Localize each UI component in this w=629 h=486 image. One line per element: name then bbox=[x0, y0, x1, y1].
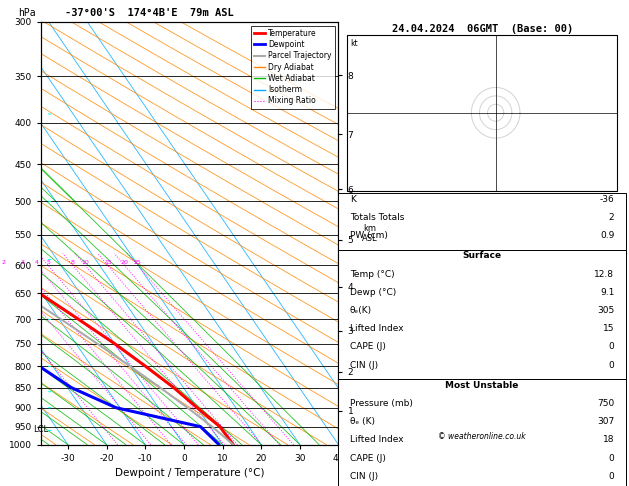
X-axis label: Dewpoint / Temperature (°C): Dewpoint / Temperature (°C) bbox=[115, 469, 264, 478]
Text: 0: 0 bbox=[609, 472, 615, 481]
Text: 750: 750 bbox=[597, 399, 615, 408]
Text: Lifted Index: Lifted Index bbox=[350, 324, 404, 333]
Text: © weatheronline.co.uk: © weatheronline.co.uk bbox=[438, 433, 526, 441]
Text: 15: 15 bbox=[104, 260, 111, 265]
Text: -36: -36 bbox=[599, 195, 615, 204]
Y-axis label: km
ASL: km ASL bbox=[362, 224, 378, 243]
Text: 10: 10 bbox=[81, 260, 89, 265]
Text: 24.04.2024  06GMT  (Base: 00): 24.04.2024 06GMT (Base: 00) bbox=[391, 24, 573, 34]
Text: 12.8: 12.8 bbox=[594, 270, 615, 278]
Text: 20: 20 bbox=[121, 260, 128, 265]
Text: 0: 0 bbox=[609, 361, 615, 369]
Text: 3: 3 bbox=[21, 260, 25, 265]
Text: 18: 18 bbox=[603, 435, 615, 444]
Text: 9.1: 9.1 bbox=[600, 288, 615, 297]
Text: Lifted Index: Lifted Index bbox=[350, 435, 404, 444]
Bar bbox=[347, 35, 617, 191]
Text: 0: 0 bbox=[609, 453, 615, 463]
Text: Totals Totals: Totals Totals bbox=[350, 213, 404, 222]
Text: 2: 2 bbox=[609, 213, 615, 222]
Text: CAPE (J): CAPE (J) bbox=[350, 453, 386, 463]
Text: θₑ (K): θₑ (K) bbox=[350, 417, 375, 426]
Text: CAPE (J): CAPE (J) bbox=[350, 342, 386, 351]
Text: Temp (°C): Temp (°C) bbox=[350, 270, 394, 278]
Text: 25: 25 bbox=[134, 260, 142, 265]
Legend: Temperature, Dewpoint, Parcel Trajectory, Dry Adiabat, Wet Adiabat, Isotherm, Mi: Temperature, Dewpoint, Parcel Trajectory… bbox=[250, 26, 335, 108]
Text: K: K bbox=[350, 195, 356, 204]
Text: Surface: Surface bbox=[462, 251, 502, 260]
Text: 305: 305 bbox=[597, 306, 615, 315]
Text: Pressure (mb): Pressure (mb) bbox=[350, 399, 413, 408]
Text: -37°00'S  174°4B'E  79m ASL: -37°00'S 174°4B'E 79m ASL bbox=[65, 8, 233, 17]
Text: 0: 0 bbox=[609, 342, 615, 351]
Text: 2: 2 bbox=[1, 260, 5, 265]
Text: 4: 4 bbox=[35, 260, 39, 265]
Text: 307: 307 bbox=[597, 417, 615, 426]
Text: kt: kt bbox=[350, 39, 358, 48]
Text: 0.9: 0.9 bbox=[600, 231, 615, 240]
Text: Dewp (°C): Dewp (°C) bbox=[350, 288, 396, 297]
Text: 15: 15 bbox=[603, 324, 615, 333]
Bar bbox=[338, 379, 626, 486]
Bar bbox=[338, 250, 626, 379]
Text: 5: 5 bbox=[46, 260, 50, 265]
Text: CIN (J): CIN (J) bbox=[350, 472, 378, 481]
Text: Most Unstable: Most Unstable bbox=[445, 381, 519, 390]
Text: LCL: LCL bbox=[33, 425, 48, 434]
Text: PW (cm): PW (cm) bbox=[350, 231, 388, 240]
Text: CIN (J): CIN (J) bbox=[350, 361, 378, 369]
Text: 8: 8 bbox=[71, 260, 75, 265]
Text: hPa: hPa bbox=[19, 8, 36, 17]
Bar bbox=[338, 193, 626, 250]
Text: θₑ(K): θₑ(K) bbox=[350, 306, 372, 315]
